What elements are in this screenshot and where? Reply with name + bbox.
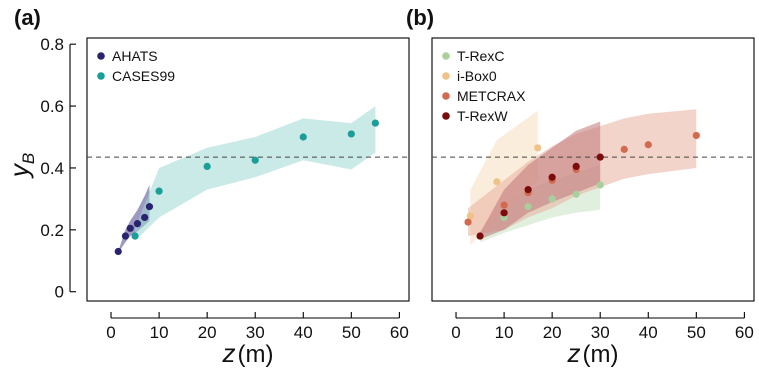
panel-b-legend-label-t-rexc: T-RexC — [457, 48, 504, 64]
panel-b-point-metcrax-7 — [692, 131, 700, 140]
panel-b-x-axis-title-unit: (m) — [583, 341, 619, 368]
panel-b-point-i-box0-0 — [466, 212, 475, 220]
panel-a-point-cases99-6 — [371, 119, 379, 127]
panel-a-x-tick-label-6: 60 — [390, 323, 409, 342]
panel-a-point-cases99-1 — [155, 187, 163, 195]
panel-b-x-tick-label-0: 0 — [451, 323, 460, 342]
panel-a-y-tick-label-0: 0 — [55, 283, 64, 302]
panel-b-x-tick-label-3: 30 — [591, 323, 610, 342]
panel-b-x-tick-label-1: 10 — [495, 323, 514, 342]
panel-a-point-ahats-3 — [133, 220, 142, 228]
panel-b-legend-marker-t-rexw — [442, 112, 450, 120]
panel-b-frame — [431, 37, 755, 302]
panel-b-x-axis-title: z(m) — [567, 338, 619, 368]
panel-a-legend-marker-ahats — [97, 52, 105, 60]
panel-a-point-ahats-2 — [126, 224, 134, 232]
panel-b-point-t-rexc-3 — [548, 195, 556, 203]
panel-a-point-ahats-5 — [145, 203, 154, 211]
panel-b-legend-label-i-box0: i-Box0 — [457, 68, 497, 84]
panel-a-y-tick-label-1: 0.2 — [40, 221, 64, 240]
panel-b-x-tick-label-5: 50 — [687, 323, 706, 342]
panel-a-legend-label-ahats: AHATS — [112, 48, 158, 64]
panel-a-point-ahats-4 — [141, 213, 149, 222]
panel-b-point-t-rexw-0 — [476, 232, 484, 240]
panel-a-x-tick-label-4: 40 — [294, 323, 313, 342]
panel-b-point-metcrax-0 — [464, 218, 472, 226]
panel-b-x-tick-label-4: 40 — [639, 323, 658, 342]
y-axis-title-main: y — [4, 162, 34, 179]
panel-b: (b) 0 10 20 30 40 50 60 T-RexC i-Box0 METCRAX T-R… — [406, 5, 755, 368]
panel-a-point-ahats-0 — [114, 247, 122, 256]
panel-a-x-tick-label-0: 0 — [106, 323, 115, 342]
panel-a-point-cases99-5 — [347, 130, 355, 138]
panel-b-point-t-rexw-3 — [548, 173, 556, 181]
panel-a-point-cases99-3 — [251, 156, 259, 164]
panel-b-band-t-rexw — [480, 121, 601, 240]
panel-a-point-cases99-2 — [203, 162, 211, 171]
panel-b-point-t-rexw-2 — [524, 186, 532, 194]
panel-b-point-metcrax-1 — [500, 201, 508, 209]
panel-a-legend-label-cases99: CASES99 — [112, 68, 175, 84]
panel-b-point-t-rexw-5 — [596, 153, 604, 161]
panel-b-point-metcrax-6 — [644, 141, 652, 149]
panel-b-x-tick-label-2: 20 — [543, 323, 562, 342]
panel-a-y-tick-label-2: 0.4 — [40, 159, 64, 178]
panel-b-x-tick-label-6: 60 — [735, 323, 754, 342]
y-axis-title-sub: B — [19, 153, 38, 164]
panel-a-y-tick-label-4: 0.8 — [40, 35, 64, 54]
panel-a-frame — [86, 37, 410, 302]
panel-a-point-cases99-0 — [131, 232, 139, 240]
panel-a-label: (a) — [14, 5, 41, 30]
panel-b-point-t-rexc-4 — [572, 190, 580, 198]
panel-b-legend-marker-t-rexc — [442, 52, 450, 60]
panel-b-legend-label-metcrax: METCRAX — [457, 88, 526, 104]
panel-b-label: (b) — [406, 5, 434, 30]
panel-a-y-tick-label-3: 0.6 — [40, 97, 64, 116]
panel-b-legend-marker-i-box0 — [442, 72, 450, 80]
panel-a-band-cases99 — [135, 106, 376, 241]
panel-a-x-axis-title-unit: (m) — [238, 341, 274, 368]
panel-a-x-tick-label-3: 30 — [246, 323, 265, 342]
panel-a-x-tick-label-1: 10 — [150, 323, 169, 342]
panel-a-legend-marker-cases99 — [97, 72, 105, 80]
panel-a-x-axis-title-main: z — [222, 338, 236, 368]
panel-a-x-tick-label-2: 20 — [198, 323, 217, 342]
panel-a: (a) 0 10 20 30 40 50 60 0 0.2 0.4 0.6 0.8 AHATS CAS… — [14, 5, 410, 368]
panel-a-point-cases99-4 — [299, 133, 307, 141]
panel-b-point-t-rexw-4 — [572, 162, 580, 171]
panel-b-legend-label-t-rexw: T-RexW — [457, 108, 508, 124]
panel-a-x-axis-title: z(m) — [222, 338, 274, 368]
panel-a-x-tick-label-5: 50 — [342, 323, 361, 342]
panel-b-point-i-box0-1 — [493, 178, 501, 186]
panel-b-point-t-rexc-5 — [596, 181, 604, 189]
panel-b-x-axis-title-main: z — [567, 338, 581, 368]
panel-b-legend-marker-metcrax — [442, 92, 450, 100]
panel-b-point-t-rexc-2 — [524, 203, 532, 211]
panel-a-point-ahats-1 — [121, 232, 130, 240]
panel-b-point-i-box0-2 — [534, 144, 542, 152]
panel-b-point-t-rexw-1 — [500, 209, 508, 217]
panel-b-point-metcrax-5 — [620, 145, 628, 153]
y-axis-title: yB — [4, 153, 38, 179]
